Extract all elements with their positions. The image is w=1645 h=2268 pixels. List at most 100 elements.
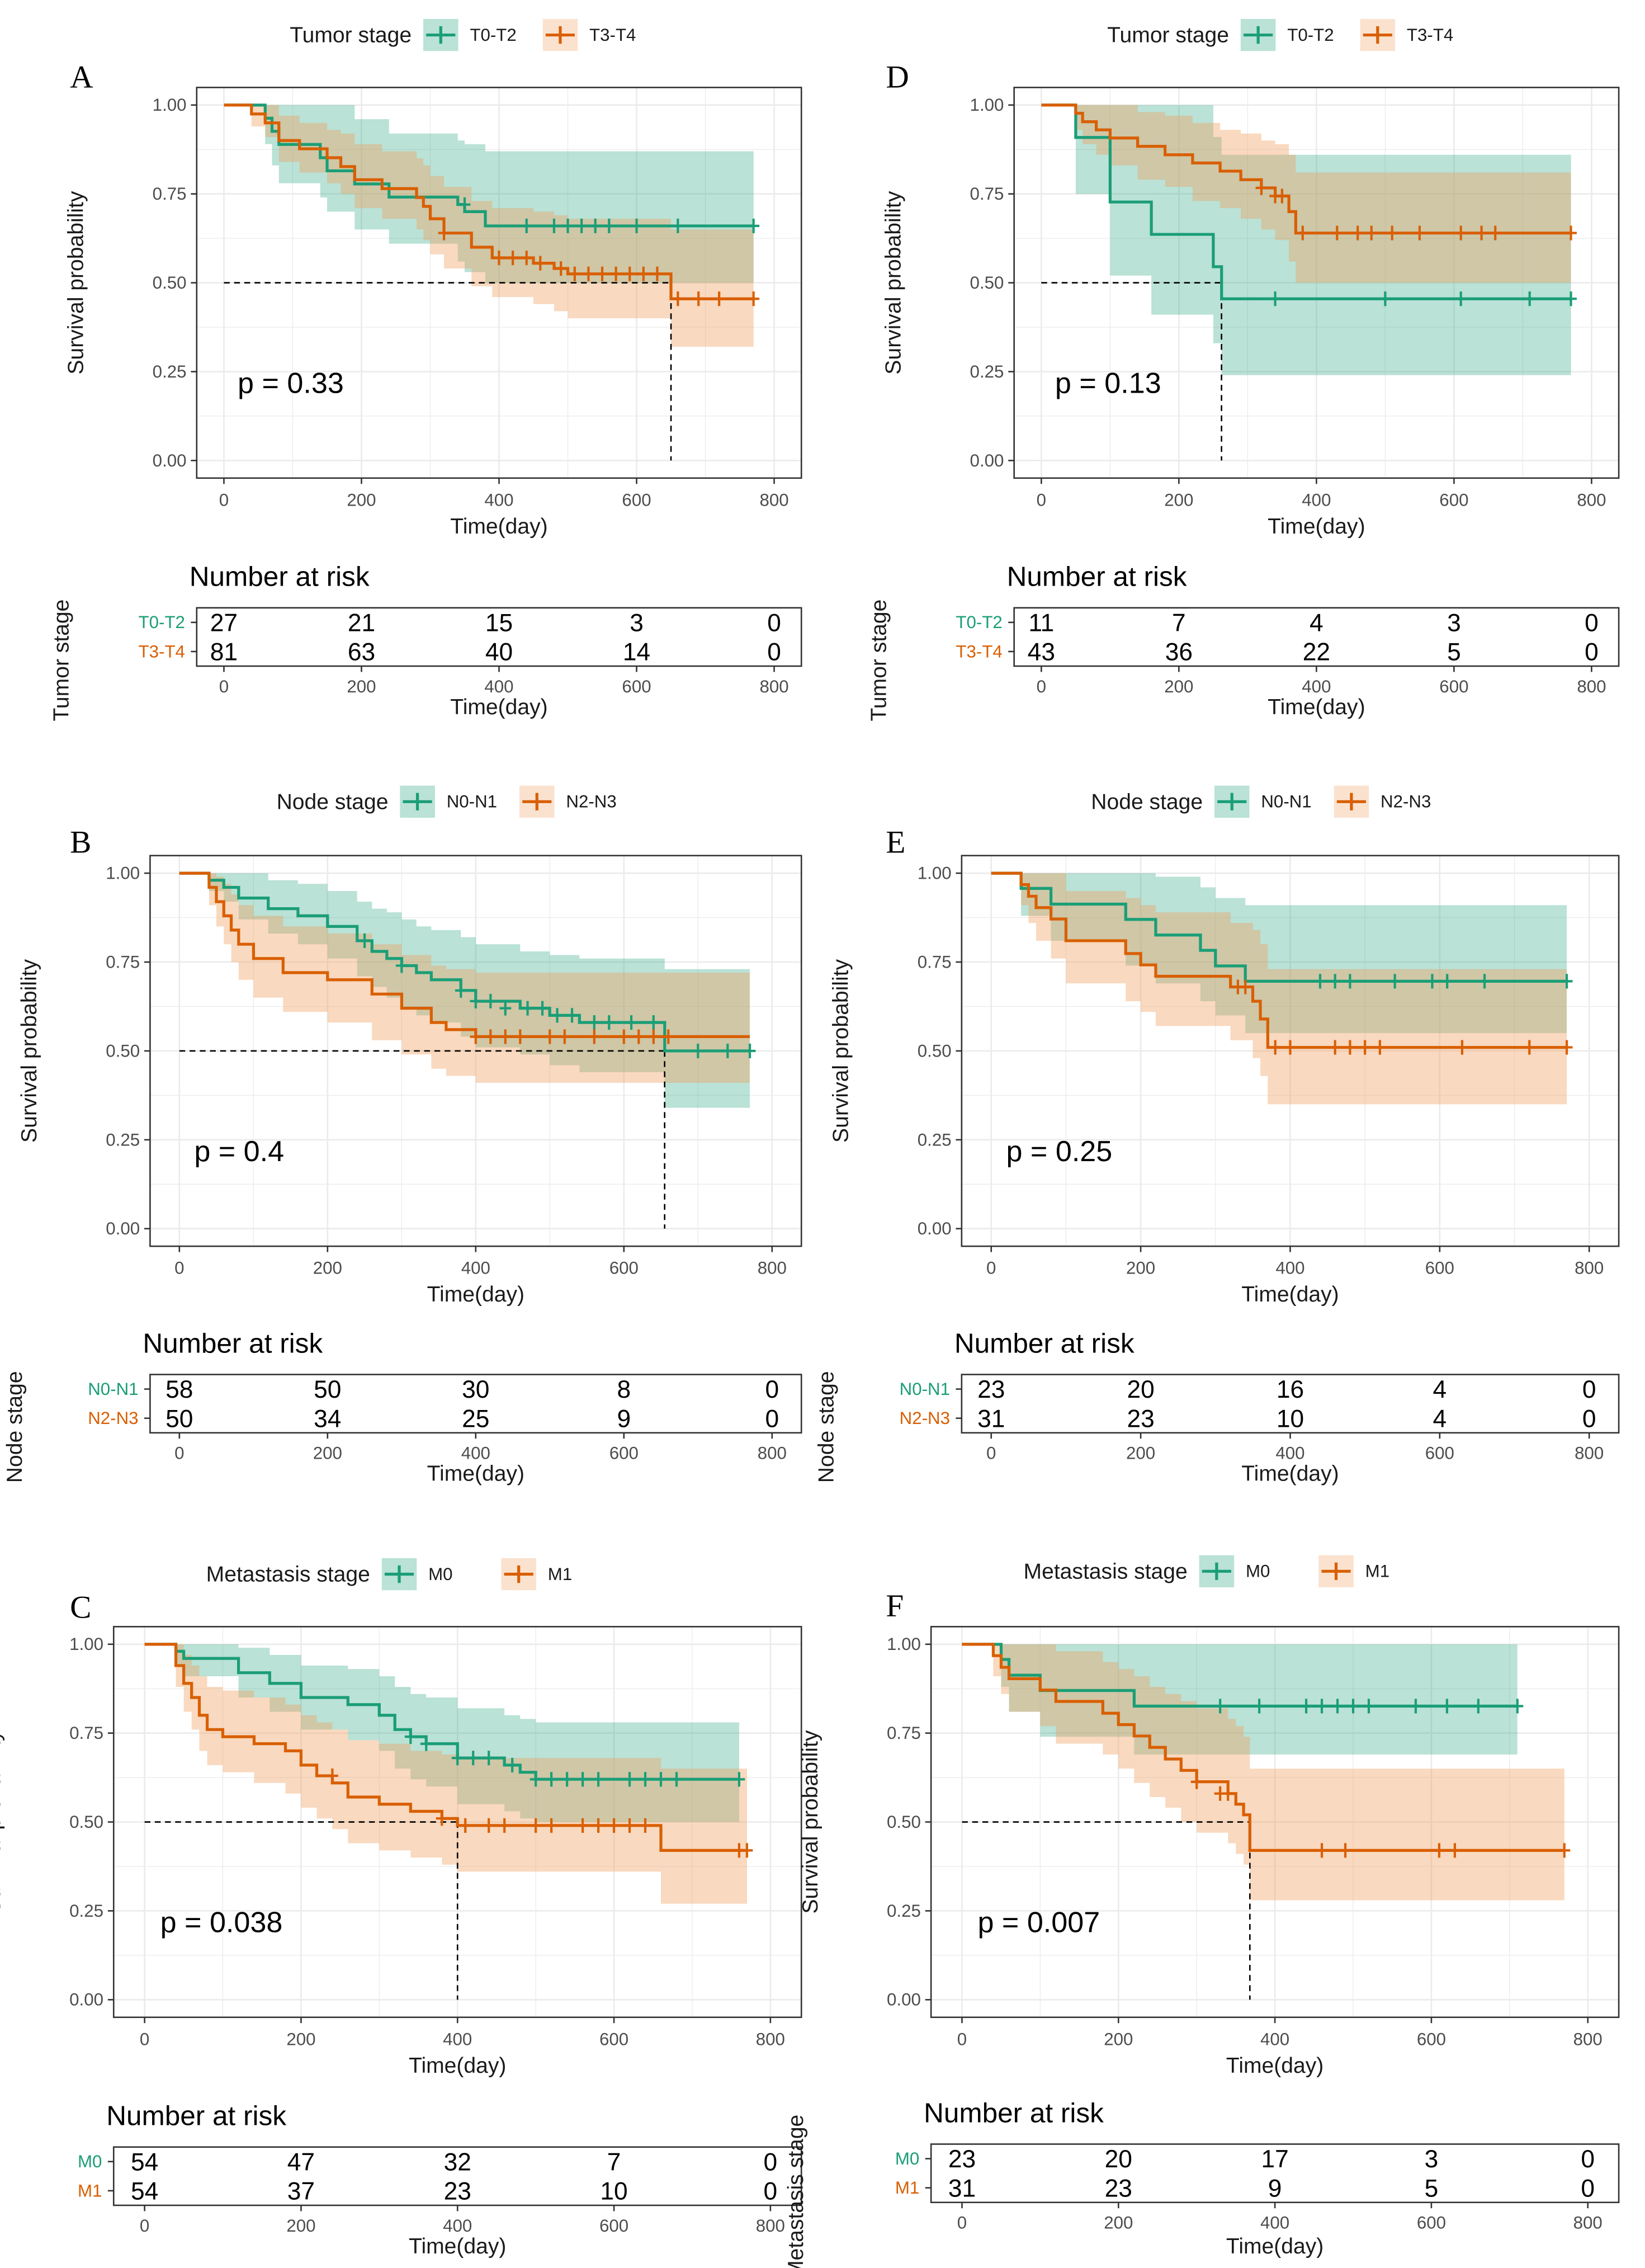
- risk-value: 23: [1127, 1405, 1154, 1432]
- risk-x-tick-label: 0: [986, 1444, 996, 1463]
- y-tick-label: 1.00: [106, 864, 140, 883]
- risk-x-tick-label: 400: [1275, 1444, 1304, 1463]
- risk-value: 32: [444, 2148, 471, 2176]
- risk-y-label: Node stage: [3, 1371, 27, 1483]
- risk-x-tick-label: 400: [484, 677, 513, 696]
- x-tick-label: 0: [957, 2029, 967, 2049]
- x-tick-label: 400: [443, 2029, 472, 2049]
- risk-x-axis-label: Time(day): [1226, 2234, 1323, 2258]
- risk-value: 0: [765, 1376, 779, 1403]
- legend-label-0: N0-N1: [1261, 792, 1311, 812]
- risk-y-label: Metastasis stage: [784, 2115, 808, 2268]
- ci-band-N2-N3: [179, 873, 750, 1083]
- risk-y-label: Tumor stage: [867, 600, 891, 722]
- y-axis-label: Survival probability: [64, 191, 88, 374]
- panel-letter: D: [886, 59, 909, 95]
- risk-x-tick-label: 800: [756, 2216, 785, 2236]
- x-tick-label: 800: [758, 1258, 787, 1278]
- ci-band-T3-T4: [1041, 105, 1571, 283]
- y-axis-label: Survival probability: [798, 1730, 822, 1913]
- legend-label-1: M1: [548, 1564, 572, 1584]
- x-tick-label: 200: [1104, 2029, 1133, 2049]
- x-axis-label: Time(day): [1268, 515, 1365, 539]
- risk-value: 7: [1172, 609, 1186, 636]
- risk-x-tick-label: 600: [609, 1444, 639, 1463]
- p-value: p = 0.007: [977, 1907, 1100, 1939]
- legend-label-1: T3-T4: [589, 25, 636, 45]
- risk-value: 10: [1277, 1405, 1304, 1432]
- risk-x-axis-label: Time(day): [1268, 695, 1365, 719]
- x-tick-label: 0: [140, 2029, 149, 2049]
- legend-title: Node stage: [1091, 790, 1203, 814]
- y-tick-label: 0.00: [887, 1990, 921, 2010]
- risk-x-tick-label: 0: [140, 2216, 149, 2236]
- risk-value: 3: [630, 609, 644, 636]
- x-tick-label: 800: [1575, 1258, 1604, 1278]
- y-axis-label: Survival probability: [881, 191, 905, 374]
- x-tick-label: 200: [286, 2029, 315, 2049]
- panel-D: D Tumor stage T0-T2 T3-T4 0.00 0.25 0.50 0.75 1.…: [867, 18, 1620, 722]
- x-tick-label: 800: [759, 490, 788, 510]
- risk-value: 23: [1105, 2175, 1132, 2202]
- risk-value: 31: [977, 1405, 1005, 1432]
- x-tick-label: 0: [219, 490, 229, 510]
- risk-value: 47: [287, 2148, 315, 2176]
- x-tick-label: 600: [599, 2029, 628, 2049]
- grid: [931, 1626, 1619, 2017]
- risk-value: 4: [1433, 1405, 1447, 1432]
- y-tick-label: 0.50: [69, 1812, 103, 1832]
- risk-value: 43: [1028, 639, 1055, 666]
- legend-title: Tumor stage: [1107, 23, 1229, 48]
- y-axis-label: Survival probability: [829, 959, 853, 1143]
- risk-x-axis-label: Time(day): [450, 695, 547, 719]
- risk-row-label: T0-T2: [956, 612, 1002, 632]
- y-tick-label: 1.00: [970, 95, 1004, 115]
- p-value: p = 0.4: [194, 1135, 284, 1168]
- risk-value: 54: [131, 2178, 158, 2205]
- x-tick-label: 400: [1260, 2029, 1289, 2049]
- risk-value: 0: [1581, 2175, 1595, 2202]
- p-value: p = 0.13: [1055, 367, 1161, 400]
- legend-label-0: M0: [1246, 1562, 1270, 1581]
- panel-A: A Tumor stage T0-T2 T3-T4 0.00 0.25 0.50 0.75 1.…: [49, 18, 802, 722]
- risk-value: 0: [767, 609, 781, 636]
- risk-value: 14: [623, 639, 650, 666]
- risk-value: 9: [1268, 2175, 1282, 2202]
- risk-value: 20: [1105, 2146, 1132, 2173]
- risk-x-tick-label: 600: [1439, 677, 1468, 696]
- y-tick-label: 0.50: [918, 1041, 952, 1060]
- risk-value: 23: [977, 1376, 1005, 1403]
- x-tick-label: 600: [622, 490, 651, 510]
- risk-value: 0: [1581, 2146, 1595, 2173]
- panel-C: C Metastasis stage M0 M1 0.00 0.25 0.50 0.75 1.0…: [0, 1558, 802, 2258]
- risk-value: 15: [485, 609, 513, 636]
- legend-label-1: N2-N3: [566, 792, 616, 812]
- x-tick-label: 400: [484, 490, 513, 510]
- legend: Node stage N0-N1 N2-N3: [277, 785, 617, 818]
- survival-curve-N2-N3: [179, 871, 750, 1039]
- risk-x-tick-label: 800: [1573, 2213, 1603, 2233]
- risk-value: 50: [314, 1376, 341, 1403]
- legend: Node stage N0-N1 N2-N3: [1091, 785, 1431, 818]
- survival-curve-T0-T2: [1041, 103, 1571, 300]
- risk-x-tick-label: 600: [599, 2216, 628, 2236]
- risk-table-title: Number at risk: [190, 562, 370, 592]
- panel-E: E Node stage N0-N1 N2-N3 0.00 0.25 0.50 0.75 1.0…: [815, 785, 1620, 1486]
- risk-x-tick-label: 200: [1164, 677, 1193, 696]
- risk-x-tick-label: 400: [461, 1444, 490, 1463]
- risk-value: 40: [485, 639, 513, 666]
- y-tick-label: 0.00: [970, 451, 1004, 470]
- risk-value: 0: [1582, 1376, 1596, 1403]
- panel-B: B Node stage N0-N1 N2-N3 0.00 0.25 0.50 0.75 1.0…: [3, 785, 802, 1486]
- x-tick-label: 400: [1302, 490, 1331, 510]
- risk-value: 0: [764, 2178, 778, 2205]
- panel-letter: B: [70, 825, 91, 860]
- y-tick-label: 0.75: [153, 184, 187, 204]
- y-tick-label: 0.50: [106, 1041, 140, 1060]
- risk-row-label: T0-T2: [139, 612, 185, 632]
- ci-band-T0-T2: [224, 105, 754, 283]
- x-tick-label: 200: [313, 1258, 342, 1278]
- risk-value: 10: [600, 2178, 627, 2205]
